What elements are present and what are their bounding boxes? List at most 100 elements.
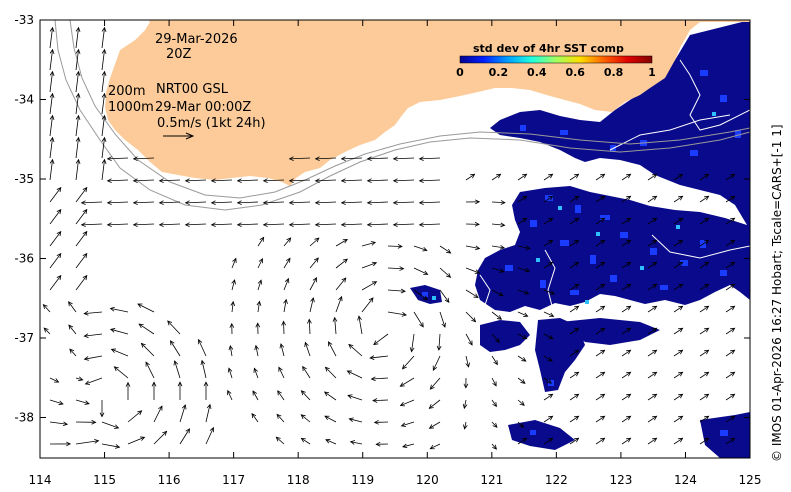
x-tick-label: 116 [158,473,181,487]
current-vector [543,261,553,269]
current-vector [371,377,389,380]
current-vector [75,275,88,291]
current-vector-head [170,340,175,346]
current-vector [101,115,105,137]
current-vector [699,173,709,181]
current-vector-head [138,323,144,329]
current-vector [673,327,683,335]
current-vector-head [522,334,528,340]
current-vector [107,223,129,226]
current-vector [309,277,317,291]
current-vector [315,223,337,226]
current-vector [725,393,735,401]
current-vector [211,223,233,226]
current-vector [309,297,314,313]
current-vector-head [49,114,55,120]
current-vector [278,367,285,379]
current-vector-head [373,340,379,346]
current-vector [49,49,53,71]
current-vector [569,371,579,379]
current-vector-head [62,421,69,427]
current-vector [673,173,683,181]
current-vector-head [82,252,88,259]
current-vector-head [288,222,294,228]
current-vector-head [519,422,525,428]
current-vector-head [288,156,294,162]
current-vector [167,320,181,335]
current-vector-head [418,222,424,228]
current-vector-head [83,333,89,339]
current-vector-head [678,239,684,245]
current-vector [725,261,735,269]
current-vector-head [626,305,632,311]
current-vector [543,437,553,445]
current-vector-head [400,422,407,428]
current-vector [699,415,709,423]
current-vector-head [75,114,81,120]
current-vector [543,195,553,203]
current-vector-head [284,277,290,284]
current-vector-head [652,437,658,443]
current-vector-head [574,393,580,399]
current-vector-head [236,222,242,228]
current-vector [49,421,68,425]
current-vector-head [626,217,632,223]
annotation-current-product: NRT00 GSL [156,82,229,97]
current-vector-head [80,200,86,206]
current-vector-head [84,380,91,385]
current-vector [543,377,552,384]
current-vector [185,179,207,182]
current-vector [491,289,504,297]
current-vector-head [84,400,90,405]
current-vector [263,201,285,204]
current-vector [543,239,553,247]
current-vector-head [54,378,60,383]
current-vector [699,195,709,203]
current-vector-head [468,340,473,346]
current-vector-head [236,200,242,206]
current-vector [647,437,657,445]
current-vector [84,311,103,315]
current-vector-head [106,222,112,228]
current-vector [289,157,311,160]
current-vector [465,267,480,274]
colorbar-tick-label: 1 [648,66,656,79]
y-tick-label: -38 [14,411,34,425]
current-vector-head [493,360,498,366]
current-vector-head [314,200,320,206]
current-vector-head [132,178,138,184]
current-vector-head [730,327,736,333]
current-vector-head [206,403,212,410]
current-vector-head [375,441,381,447]
current-vector-head [324,366,330,372]
current-vector-head [574,173,580,179]
current-vector-head [368,297,374,303]
current-vector [699,261,709,269]
current-vector [237,223,259,226]
current-vector [699,283,709,291]
current-vector-head [678,327,684,333]
current-vector [439,267,451,278]
current-vector-head [446,248,452,254]
current-vector [75,137,79,159]
current-vector-head [370,376,376,382]
current-vector-head [524,267,531,273]
current-vector-head [342,258,348,264]
current-vector [301,438,311,445]
current-vector-head [109,306,115,312]
current-vector [101,159,105,181]
current-vector [491,333,500,343]
current-vector-head [310,297,315,303]
annotation-isobath-200: 200m [108,84,145,99]
current-vector-head [423,270,429,275]
current-vector-head [652,261,658,267]
current-vector [491,201,505,204]
current-vector-head [500,222,506,228]
x-tick-label: 123 [609,473,632,487]
current-vector-head [106,200,112,206]
current-vector-head [68,301,73,307]
current-vector-head [75,26,81,32]
current-vector-head [56,274,62,281]
current-vector [43,304,51,313]
current-vector-head [106,156,112,162]
